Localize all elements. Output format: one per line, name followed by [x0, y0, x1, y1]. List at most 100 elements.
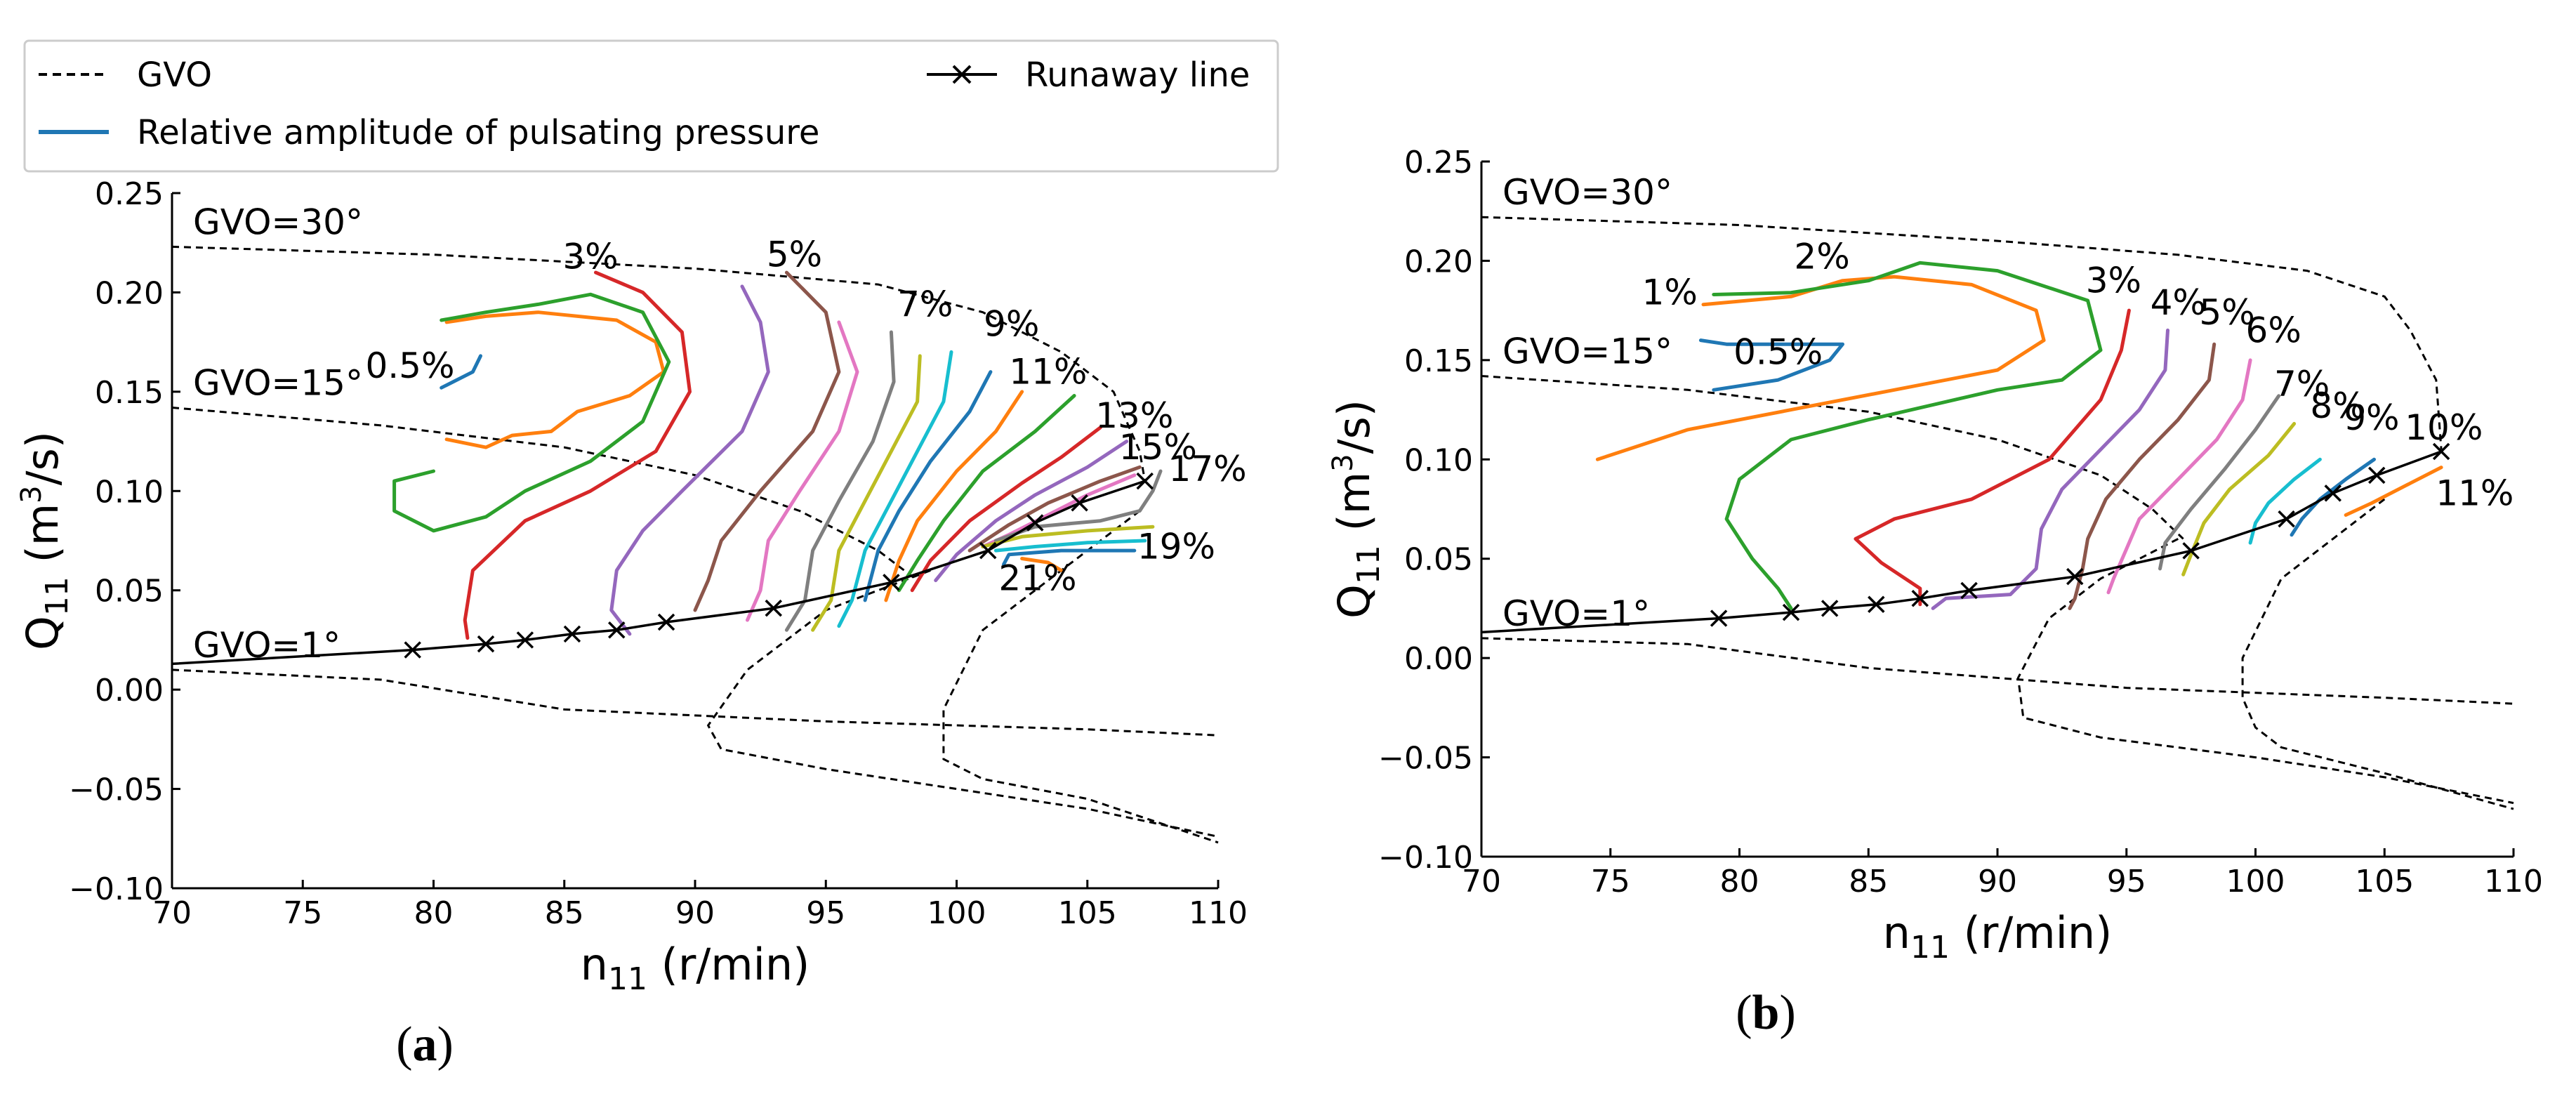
runaway-marker	[1026, 514, 1044, 532]
contour-line	[2106, 358, 2252, 595]
x-tick-label: 75	[283, 895, 322, 931]
gvo-label: GVO=15°	[193, 362, 363, 403]
y-tick-label: 0.25	[95, 176, 164, 212]
y-tick-label: 0.10	[95, 474, 164, 510]
y-tick-label: 0.25	[1404, 145, 1473, 180]
contour-line	[1854, 308, 2131, 607]
x-tick-label: 90	[675, 895, 715, 931]
contour-label: 11%	[1009, 352, 1087, 393]
panel-a: 70 75 80 85 90 95 100 105 110 −0.10 −0.05 0.00 0.05 0…	[15, 176, 1248, 1072]
contour-line	[884, 390, 1024, 602]
contour-line	[463, 270, 692, 640]
contour-line	[2068, 342, 2217, 610]
y-axis-label: Q11 (m3/s)	[15, 431, 75, 650]
contour-label: 3%	[2086, 261, 2141, 301]
runaway-marker	[404, 641, 421, 659]
runaway-marker	[1821, 600, 1839, 617]
contour-line	[444, 310, 666, 449]
contour-line	[1020, 557, 1063, 572]
contour-label: 13%	[1095, 395, 1173, 436]
contour-label: 4%	[2151, 282, 2206, 323]
contour-line	[1931, 328, 2169, 610]
legend: GVO Relative amplitude of pulsating pres…	[23, 39, 1279, 173]
y-tick-label: −0.05	[69, 772, 164, 808]
panel-label: (b)	[1736, 986, 1796, 1040]
contour-label: 0.5%	[365, 345, 454, 386]
x-tick-label: 80	[414, 895, 454, 931]
contour-label: 7%	[897, 284, 953, 324]
x-tick-label: 80	[1720, 864, 1759, 899]
runaway-marker	[1911, 590, 1929, 607]
x-tick-label: 105	[2355, 864, 2414, 899]
runaway-marker	[477, 635, 495, 653]
y-tick-label: −0.05	[1378, 741, 1473, 777]
runaway-marker	[2182, 542, 2200, 560]
contour-label: 5%	[767, 235, 822, 275]
contour-line	[811, 354, 922, 632]
runaway-marker	[1071, 494, 1088, 512]
gvo-line	[171, 407, 918, 581]
runaway-marker	[608, 621, 626, 639]
contour-label: 2%	[1794, 237, 1849, 277]
legend-pressure-label: Relative amplitude of pulsating pressure	[137, 113, 819, 152]
gvo-line	[706, 569, 1219, 838]
gvo-line	[2016, 538, 2514, 805]
gvo-line	[171, 668, 1219, 737]
runaway-marker	[1782, 603, 1800, 621]
x-tick-label: 100	[927, 895, 986, 931]
runaway-marker	[2432, 442, 2450, 461]
runaway-marker	[563, 625, 581, 643]
y-tick-label: 0.10	[1404, 442, 1473, 478]
contour-line	[609, 284, 770, 636]
x-tick-label: 90	[1978, 864, 2017, 899]
legend-runaway-label: Runaway line	[1025, 55, 1250, 95]
contour-label: 3%	[562, 236, 618, 277]
contour-line	[2248, 457, 2322, 545]
gvo-line	[1481, 216, 2443, 450]
y-tick-label: 0.05	[95, 574, 164, 609]
runaway-marker	[1136, 472, 1154, 490]
contour-line	[392, 292, 671, 533]
contour-line	[2158, 394, 2281, 571]
runaway-marker	[979, 541, 997, 560]
contour-label: 7%	[2274, 364, 2330, 404]
x-tick-label: 70	[152, 895, 192, 931]
contour-line	[1712, 261, 2103, 610]
contour-label: 8%	[2310, 385, 2365, 426]
contour-label: 11%	[2436, 473, 2514, 513]
contour-line	[993, 539, 1147, 553]
panel-label: (a)	[396, 1017, 454, 1072]
gvo-line	[1481, 637, 2514, 705]
contour-line	[2344, 466, 2443, 517]
x-tick-label: 75	[1591, 864, 1630, 899]
legend-gvo-label: GVO	[137, 55, 212, 95]
y-tick-label: 0.15	[95, 375, 164, 411]
gvo-label: GVO=30°	[193, 202, 363, 242]
runaway-marker	[1710, 609, 1728, 627]
contour-line	[693, 270, 841, 612]
contour-label: 9%	[2344, 397, 2399, 438]
contour-line	[897, 394, 1076, 593]
gvo-line	[942, 510, 1219, 844]
runaway-marker	[765, 599, 782, 617]
contour-line	[1002, 548, 1137, 567]
runaway-marker	[2278, 510, 2295, 528]
contour-line	[910, 426, 1102, 593]
y-tick-label: 0.00	[1404, 641, 1473, 677]
contour-line	[1698, 338, 1844, 392]
contour-line	[967, 465, 1142, 553]
contour-line	[863, 370, 993, 602]
runaway-marker	[1868, 595, 1885, 614]
y-tick-label: 0.00	[95, 673, 164, 708]
contour-label: 21%	[998, 558, 1076, 599]
contour-label: 10%	[2405, 407, 2483, 448]
runaway-marker	[657, 613, 675, 631]
x-tick-label: 95	[2107, 864, 2146, 899]
contour-line	[837, 350, 953, 628]
gvo-line	[171, 245, 1147, 482]
contour-line	[2181, 421, 2297, 576]
contour-line	[746, 320, 859, 622]
contour-line	[1595, 275, 2046, 461]
x-axis-label: n11 (r/min)	[581, 939, 810, 997]
